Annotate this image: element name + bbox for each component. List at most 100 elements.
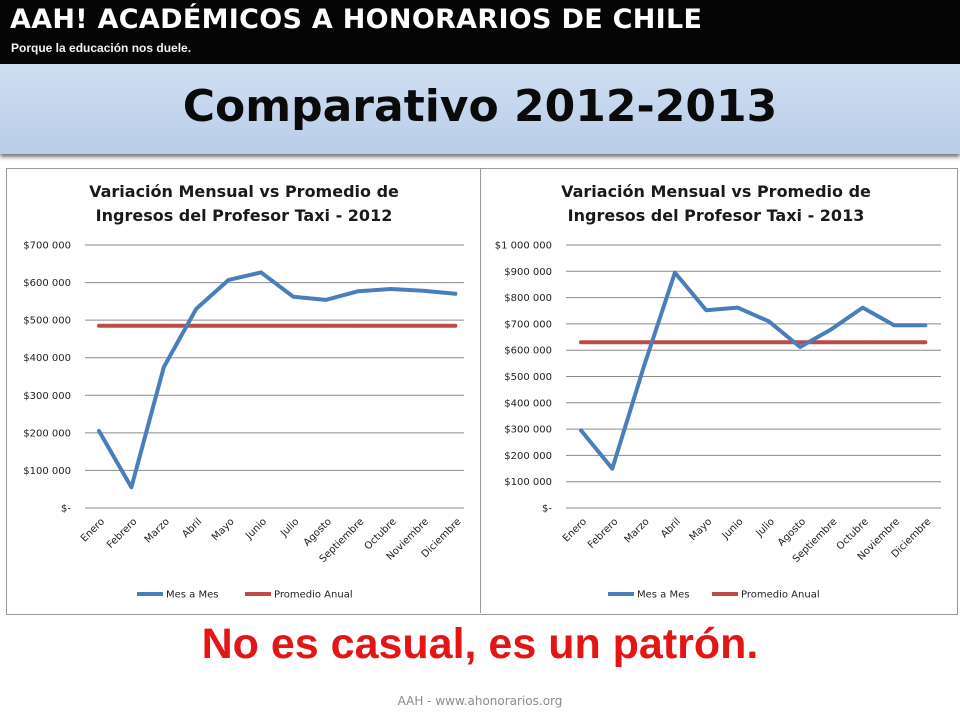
- y-tick-label: $1 000 000: [495, 241, 552, 252]
- y-tick-label: $200 000: [23, 428, 71, 439]
- series-line-mes-a-mes: [97, 270, 458, 490]
- data-point: [829, 340, 833, 344]
- x-tick-label: Marzo: [623, 516, 652, 545]
- x-tick-label: Abril: [180, 516, 204, 540]
- data-point: [861, 306, 865, 310]
- x-tick-label: Mayo: [210, 516, 237, 543]
- data-point: [798, 340, 802, 344]
- data-point: [129, 324, 133, 328]
- legend-label: Promedio Anual: [274, 590, 353, 601]
- y-tick-label: $-: [542, 504, 552, 515]
- x-tick-label: Junio: [243, 516, 269, 542]
- x-tick-label: Junio: [720, 516, 746, 542]
- x-tick-label: Enero: [561, 516, 589, 544]
- header-banner: AAH! ACADÉMICOS A HONORARIOS DE CHILE Po…: [0, 0, 960, 64]
- series-line-mes-a-mes: [579, 270, 928, 471]
- data-point: [129, 485, 133, 489]
- x-tick-label: Abril: [659, 516, 683, 540]
- x-tick-label: Agosto: [302, 516, 334, 548]
- legend-label: Mes a Mes: [637, 590, 689, 601]
- legend-label: Mes a Mes: [166, 590, 218, 601]
- slide-title: Comparativo 2012-2013: [182, 81, 778, 132]
- data-point: [97, 324, 101, 328]
- data-point: [798, 345, 802, 349]
- y-tick-label: $600 000: [23, 278, 71, 289]
- x-tick-label: Febrero: [105, 516, 139, 550]
- data-point: [767, 340, 771, 344]
- y-tick-label: $300 000: [504, 425, 552, 436]
- data-point: [704, 340, 708, 344]
- data-point: [259, 324, 263, 328]
- data-point: [673, 271, 677, 275]
- data-point: [923, 323, 927, 327]
- data-point: [194, 324, 198, 328]
- tagline: No es casual, es un patrón.: [201, 620, 759, 668]
- chart-2013: Variación Mensual vs Promedio de Ingresos…: [495, 182, 941, 601]
- banner-title: AAH! ACADÉMICOS A HONORARIOS DE CHILE: [10, 4, 703, 35]
- x-tick-label: Enero: [79, 516, 107, 544]
- data-point: [259, 270, 263, 274]
- data-point: [324, 298, 328, 302]
- chart-2012: Variación Mensual vs Promedio de Ingresos…: [23, 182, 464, 601]
- data-point: [291, 324, 295, 328]
- data-point: [736, 340, 739, 344]
- y-tick-label: $600 000: [504, 346, 552, 357]
- data-point: [736, 306, 739, 310]
- legend-label: Promedio Anual: [741, 590, 820, 601]
- data-point: [610, 340, 614, 344]
- x-tick-label: Julio: [278, 516, 301, 539]
- data-point: [767, 319, 771, 323]
- footer-text: AAH - www.ahonorarios.org: [397, 694, 563, 708]
- title-band: [0, 64, 960, 154]
- data-point: [923, 340, 927, 344]
- data-point: [356, 289, 360, 293]
- x-tick-label: Febrero: [586, 516, 620, 550]
- data-point: [579, 340, 583, 344]
- data-point: [453, 324, 457, 328]
- data-point: [892, 323, 896, 327]
- x-tick-label: Julio: [754, 516, 777, 539]
- y-tick-label: $300 000: [23, 391, 71, 402]
- data-point: [227, 324, 231, 328]
- banner-subtitle: Porque la educación nos duele.: [11, 41, 192, 55]
- data-point: [829, 327, 833, 331]
- data-point: [162, 365, 166, 369]
- data-point: [704, 308, 708, 312]
- data-point: [421, 324, 425, 328]
- x-tick-label: Mayo: [688, 516, 715, 543]
- chart-title-line: Ingresos del Profesor Taxi - 2013: [568, 206, 865, 225]
- y-tick-label: $-: [61, 504, 71, 515]
- chart-title-line: Variación Mensual vs Promedio de: [89, 182, 399, 201]
- data-point: [324, 324, 328, 328]
- chart-divider: [480, 169, 481, 613]
- y-tick-label: $700 000: [504, 319, 552, 330]
- chart-title-line: Variación Mensual vs Promedio de: [561, 182, 871, 201]
- data-point: [97, 429, 101, 433]
- data-point: [579, 428, 583, 432]
- y-tick-label: $400 000: [504, 398, 552, 409]
- y-tick-label: $100 000: [504, 477, 552, 488]
- y-tick-label: $500 000: [23, 316, 71, 327]
- charts-frame: [6, 168, 958, 615]
- data-point: [642, 365, 646, 369]
- data-point: [356, 324, 360, 328]
- y-tick-label: $500 000: [504, 372, 552, 383]
- y-tick-label: $400 000: [23, 353, 71, 364]
- data-point: [610, 467, 614, 471]
- data-point: [861, 340, 865, 344]
- data-point: [227, 278, 231, 282]
- data-point: [453, 292, 457, 296]
- data-point: [389, 324, 393, 328]
- chart-title-line: Ingresos del Profesor Taxi - 2012: [96, 206, 393, 225]
- y-tick-label: $100 000: [23, 466, 71, 477]
- data-point: [389, 287, 393, 291]
- y-tick-label: $700 000: [23, 241, 71, 252]
- data-point: [673, 340, 677, 344]
- y-tick-label: $800 000: [504, 293, 552, 304]
- data-point: [421, 289, 425, 293]
- data-point: [291, 295, 295, 299]
- data-point: [194, 307, 198, 311]
- x-tick-label: Marzo: [143, 516, 172, 545]
- data-point: [642, 340, 646, 344]
- data-point: [892, 340, 896, 344]
